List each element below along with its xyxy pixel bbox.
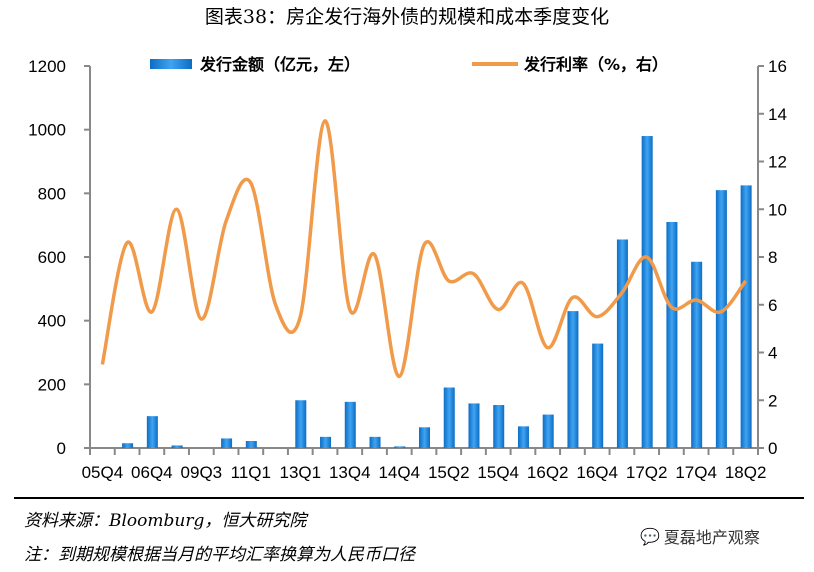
right-tick-label: 6	[768, 296, 777, 315]
divider	[14, 497, 804, 499]
bar	[592, 343, 604, 448]
bar	[740, 185, 752, 448]
bar	[146, 416, 158, 448]
bar	[171, 445, 183, 448]
bar	[542, 414, 554, 448]
left-tick-label: 1200	[28, 57, 66, 76]
x-tick-label: 16Q2	[527, 463, 569, 482]
right-tick-label: 2	[768, 391, 777, 410]
x-tick-label: 06Q4	[131, 463, 173, 482]
x-tick-label: 09Q3	[181, 463, 223, 482]
bar	[122, 443, 134, 448]
legend-bar-swatch	[150, 59, 192, 69]
wechat-icon: 💬	[640, 526, 660, 546]
left-tick-label: 600	[38, 248, 66, 267]
bar	[245, 440, 257, 448]
rate-line	[100, 119, 748, 379]
legend-bar-label: 发行金额（亿元，左）	[199, 55, 360, 74]
x-tick-label: 05Q4	[82, 463, 124, 482]
bar	[567, 311, 579, 448]
legend-line-label: 发行利率（%，右）	[523, 55, 668, 74]
bar	[616, 239, 628, 448]
x-tick-label: 15Q4	[477, 463, 519, 482]
x-tick-label: 14Q4	[378, 463, 420, 482]
left-tick-label: 800	[38, 184, 66, 203]
chart-title: 图表38：房企发行海外债的规模和成本季度变化	[204, 6, 610, 28]
right-tick-label: 4	[768, 344, 777, 363]
x-tick-label: 15Q2	[428, 463, 470, 482]
bar	[344, 401, 356, 448]
bar	[369, 436, 381, 448]
x-tick-label: 18Q2	[725, 463, 767, 482]
bar	[443, 387, 455, 448]
bar	[295, 400, 307, 448]
chart: 0 200 400 600 800 1000 1200 0 2 4 6 8 10 12 14 16 05Q4 06…	[28, 55, 787, 482]
bar	[394, 446, 406, 448]
bar	[517, 426, 529, 448]
x-tick-label: 13Q1	[279, 463, 321, 482]
left-tick-label: 1000	[28, 121, 66, 140]
source-note: 资料来源：Bloomburg，恒大研究院	[24, 511, 307, 531]
right-tick-label: 14	[768, 105, 787, 124]
left-tick-label: 400	[38, 312, 66, 331]
x-tick-label: 17Q2	[626, 463, 668, 482]
bar	[493, 405, 505, 448]
footnote: 注：到期规模根据当月的平均汇率换算为人民币口径	[24, 545, 415, 565]
x-tick-label: 13Q4	[329, 463, 371, 482]
left-tick-label: 0	[57, 439, 66, 458]
x-tick-label: 17Q4	[675, 463, 717, 482]
bar	[221, 438, 233, 448]
right-tick-label: 0	[768, 439, 777, 458]
watermark-text: 夏磊地产观察	[663, 528, 760, 547]
left-tick-label: 200	[38, 375, 66, 394]
bar	[715, 190, 727, 448]
bar	[666, 221, 678, 448]
watermark: 💬 夏磊地产观察	[640, 524, 760, 548]
bar	[691, 261, 703, 448]
x-tick-label: 11Q1	[231, 463, 271, 482]
x-tick-label: 16Q4	[576, 463, 618, 482]
bar	[419, 427, 430, 448]
bar	[320, 436, 332, 448]
bar	[641, 136, 653, 449]
right-tick-label: 16	[768, 57, 787, 76]
right-tick-label: 8	[768, 248, 777, 267]
right-tick-label: 12	[768, 153, 787, 172]
bar	[468, 403, 480, 448]
right-tick-label: 10	[768, 200, 787, 219]
